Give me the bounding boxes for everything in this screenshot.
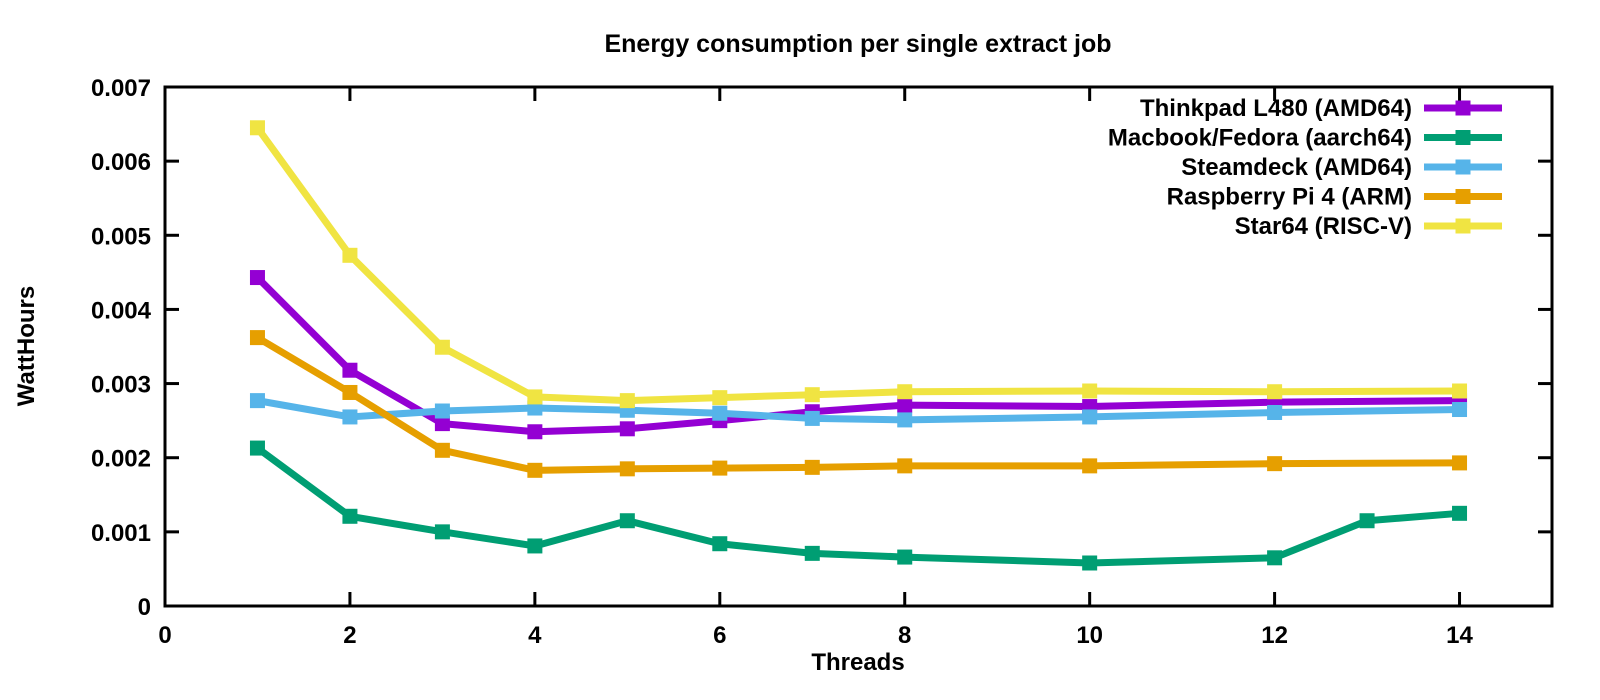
data-point (804, 410, 820, 426)
series-line-macbook-fedora-aarch64 (255, 445, 1460, 567)
data-point (897, 397, 913, 413)
data-point (249, 393, 265, 409)
series-points-macbook-fedora-aarch64 (249, 440, 1468, 571)
data-point (527, 389, 543, 405)
legend-label: Steamdeck (AMD64) (1181, 154, 1412, 181)
data-point (712, 405, 728, 421)
data-point (434, 442, 450, 458)
legend-point-sample (1455, 218, 1471, 234)
data-point (619, 513, 635, 529)
legend-label: Raspberry Pi 4 (ARM) (1167, 184, 1412, 211)
data-point (434, 339, 450, 355)
data-point (249, 270, 265, 286)
y-tick-label: 0.001 (91, 520, 151, 547)
series-points-raspberry-pi-4-arm (249, 330, 1468, 478)
data-point (342, 409, 358, 425)
y-tick-label: 0.004 (91, 297, 152, 324)
data-point (897, 412, 913, 428)
y-tick-label: 0.002 (91, 446, 151, 473)
data-point (1082, 383, 1098, 399)
legend-item-steamdeck-amd64: Steamdeck (AMD64) (1181, 154, 1502, 181)
data-point (712, 390, 728, 406)
legend-item-macbook-fedora-aarch64: Macbook/Fedora (aarch64) (1108, 125, 1502, 152)
legend-item-thinkpad-l480-amd64: Thinkpad L480 (AMD64) (1140, 95, 1502, 122)
data-point (1267, 456, 1283, 472)
legend-point-sample (1455, 159, 1471, 175)
x-tick-label: 6 (713, 622, 726, 649)
data-point (1359, 513, 1375, 529)
legend-label: Star64 (RISC-V) (1235, 213, 1412, 240)
data-point (342, 384, 358, 400)
x-tick-label: 8 (898, 622, 911, 649)
data-point (1452, 383, 1468, 399)
legend-group: Thinkpad L480 (AMD64) Macbook/Fedora (aar… (1108, 95, 1502, 240)
data-point (1267, 404, 1283, 420)
data-point (712, 536, 728, 552)
data-point (527, 462, 543, 478)
legend-point-sample (1455, 100, 1471, 116)
legend-item-raspberry-pi-4-arm: Raspberry Pi 4 (ARM) (1167, 184, 1502, 211)
x-tick-label: 10 (1076, 622, 1103, 649)
data-point (619, 421, 635, 437)
data-point (804, 545, 820, 561)
x-tick-label: 14 (1446, 622, 1473, 649)
y-tick-label: 0.007 (91, 75, 151, 102)
x-axis-label: Threads (811, 649, 904, 676)
series-group (249, 120, 1468, 571)
y-tick-label: 0.005 (91, 223, 151, 250)
data-point (342, 247, 358, 263)
data-point (804, 387, 820, 403)
y-tick-label: 0.003 (91, 372, 151, 399)
data-point (1267, 550, 1283, 566)
legend-label: Thinkpad L480 (AMD64) (1140, 95, 1412, 122)
axes-group: 0 2 4 6 8 10 12 14 0 0.001 0.002 0.003 0.004 0.005 0.0… (91, 75, 1554, 649)
data-point (342, 362, 358, 378)
data-point (434, 403, 450, 419)
data-point (1267, 384, 1283, 400)
data-point (1082, 458, 1098, 474)
data-point (249, 120, 265, 136)
data-point (1082, 409, 1098, 425)
data-point (342, 508, 358, 524)
y-tick-label: 0.006 (91, 149, 151, 176)
data-point (434, 524, 450, 540)
data-point (1452, 402, 1468, 418)
data-point (1452, 505, 1468, 521)
legend-item-star64-risc-v: Star64 (RISC-V) (1235, 213, 1502, 240)
legend-point-sample (1455, 130, 1471, 145)
data-point (249, 440, 265, 456)
data-point (1082, 555, 1098, 571)
x-tick-label: 2 (343, 622, 356, 649)
data-point (619, 393, 635, 409)
data-point (527, 538, 543, 554)
legend-point-sample (1455, 189, 1471, 204)
data-point (619, 461, 635, 477)
legend-label: Macbook/Fedora (aarch64) (1108, 125, 1412, 152)
data-point (897, 458, 913, 474)
x-tick-label: 4 (528, 622, 542, 649)
data-point (434, 416, 450, 432)
series-points-star64-risc-v (249, 120, 1468, 409)
plot-border (163, 85, 1554, 608)
data-point (712, 460, 728, 476)
data-point (897, 549, 913, 565)
data-point (527, 424, 543, 440)
chart-title: Energy consumption per single extract jo… (604, 30, 1111, 58)
y-axis-label: WattHours (13, 286, 40, 406)
y-tick-label: 0 (138, 594, 151, 621)
data-point (1452, 455, 1468, 471)
x-tick-label: 0 (158, 622, 171, 649)
data-point (249, 330, 265, 346)
x-tick-label: 12 (1261, 622, 1288, 649)
data-point (897, 384, 913, 400)
data-point (804, 459, 820, 475)
